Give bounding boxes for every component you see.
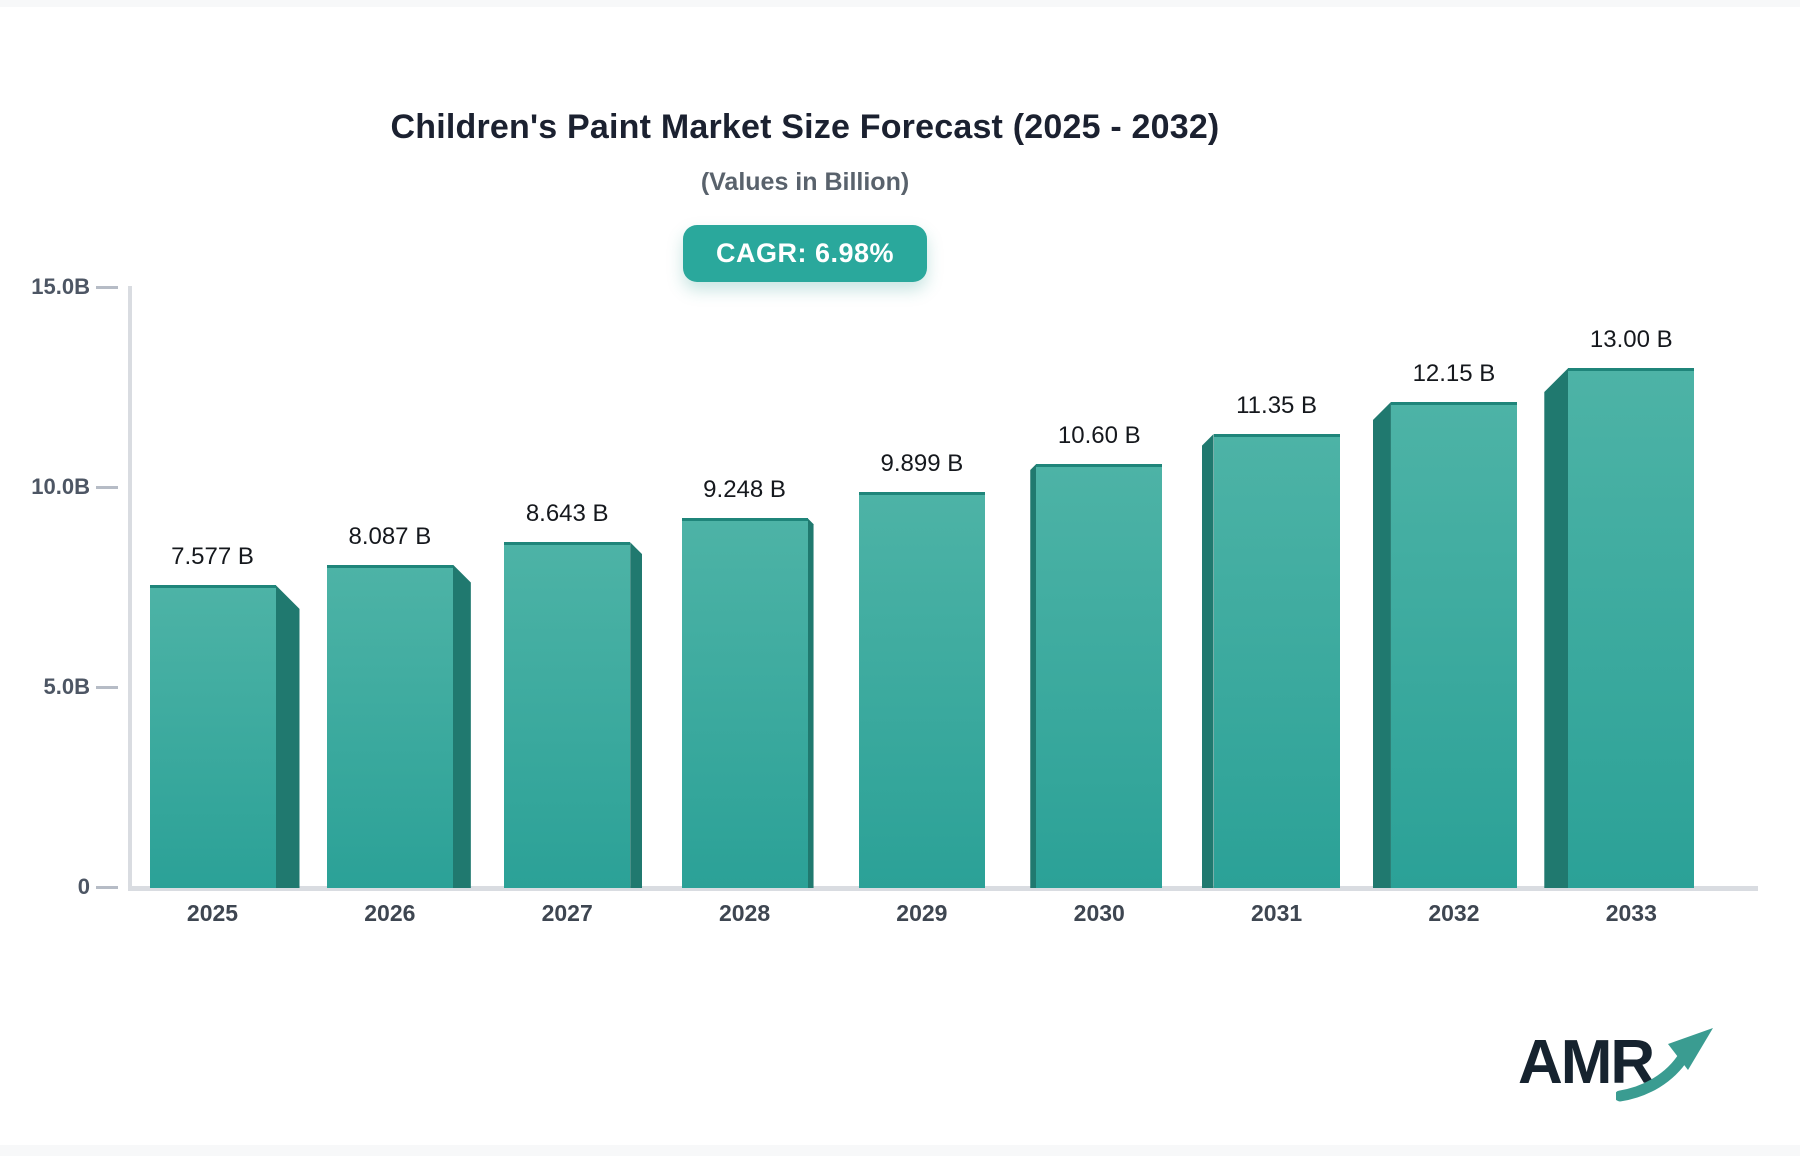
- bar-value-label: 9.248 B: [703, 476, 786, 504]
- bar-2033: [1568, 368, 1695, 888]
- bar-2032: [1390, 402, 1517, 888]
- x-axis-label: 2033: [1605, 900, 1657, 926]
- bar-2025: [149, 584, 276, 888]
- bar-value-label: 9.899 B: [880, 450, 964, 478]
- growth-arrow-icon: [1616, 1028, 1713, 1102]
- bar-2030: [1036, 464, 1163, 888]
- bar-value-label: 13.00 B: [1589, 326, 1673, 353]
- x-axis-label: 2026: [364, 900, 416, 926]
- chart-subtitle: (Values in Billion): [700, 168, 910, 196]
- y-axis-label: 5.0B: [43, 674, 90, 699]
- amr-logo-text: AMR: [1518, 1028, 1655, 1097]
- y-axis-tick: [96, 286, 118, 289]
- y-axis-label: 0: [77, 874, 90, 899]
- bar-side-panel: [1372, 402, 1391, 888]
- bar-value-label: 8.087 B: [348, 522, 432, 550]
- bar-side-panel: [1030, 464, 1037, 888]
- x-axis-label: 2028: [718, 900, 771, 926]
- bar-2027: [504, 542, 631, 888]
- y-axis-label: 10.0B: [31, 474, 90, 499]
- y-axis-label: 15.0B: [31, 274, 90, 299]
- top-edge-strip: [0, 0, 1800, 7]
- bar-side-panel: [630, 542, 643, 888]
- y-axis-tick: [96, 686, 118, 689]
- bar-value-label: 8.643 B: [525, 500, 609, 528]
- x-axis-label: 2029: [896, 900, 948, 926]
- cagr-badge-label: CAGR: 6.98%: [715, 238, 895, 268]
- bar-side-panel: [807, 518, 814, 888]
- bar-value-label: 12.15 B: [1412, 360, 1496, 387]
- bottom-edge-strip: [0, 1145, 1800, 1156]
- y-axis-tick: [96, 486, 118, 489]
- bar-side-panel: [1201, 434, 1214, 888]
- x-axis-line: [128, 886, 1758, 891]
- x-axis-label: 2032: [1428, 900, 1480, 926]
- chart-title: Children's Paint Market Size Forecast (2…: [390, 108, 1220, 146]
- bar-2026: [326, 564, 453, 888]
- bar-value-label: 10.60 B: [1057, 422, 1141, 449]
- x-axis-label: 2027: [541, 900, 593, 926]
- amr-logo: AMR: [1518, 1028, 1728, 1108]
- bar-side-panel: [275, 584, 300, 888]
- y-axis-line: [128, 286, 132, 888]
- x-axis-label: 2025: [186, 900, 239, 926]
- bar-2029: [858, 492, 985, 888]
- cagr-badge: CAGR: 6.98%: [683, 225, 927, 282]
- bar-side-panel: [1544, 368, 1569, 888]
- y-axis-tick: [96, 886, 118, 889]
- x-axis-label: 2031: [1251, 900, 1303, 926]
- bar-value-label: 11.35 B: [1236, 392, 1318, 419]
- bar-2031: [1213, 434, 1340, 888]
- bar-2028: [681, 518, 808, 888]
- bar-side-panel: [452, 564, 471, 888]
- x-axis-label: 2030: [1073, 900, 1125, 926]
- bar-value-label: 7.577 B: [171, 542, 254, 570]
